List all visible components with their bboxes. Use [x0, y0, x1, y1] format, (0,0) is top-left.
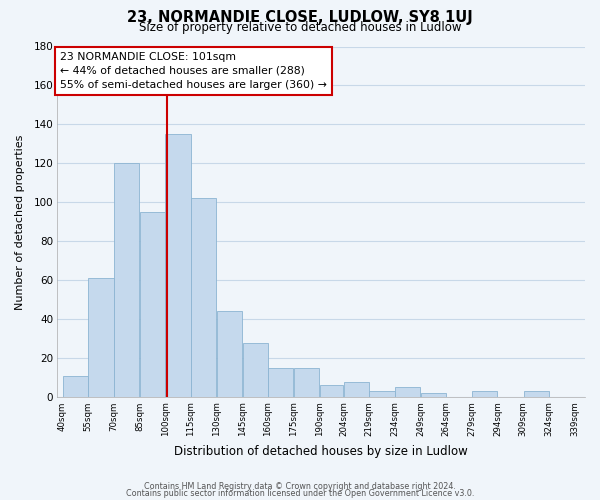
Bar [421, 393, 446, 397]
Bar [217, 312, 242, 397]
Bar [320, 386, 343, 397]
Bar [344, 382, 369, 397]
Text: 23 NORMANDIE CLOSE: 101sqm
← 44% of detached houses are smaller (288)
55% of sem: 23 NORMANDIE CLOSE: 101sqm ← 44% of deta… [60, 52, 327, 90]
Bar [88, 278, 113, 397]
Bar [62, 376, 88, 397]
Bar [472, 392, 497, 397]
Bar [242, 342, 268, 397]
Bar [268, 368, 293, 397]
Bar [395, 388, 420, 397]
Text: Size of property relative to detached houses in Ludlow: Size of property relative to detached ho… [139, 22, 461, 35]
X-axis label: Distribution of detached houses by size in Ludlow: Distribution of detached houses by size … [174, 444, 468, 458]
Bar [370, 392, 395, 397]
Text: Contains HM Land Registry data © Crown copyright and database right 2024.: Contains HM Land Registry data © Crown c… [144, 482, 456, 491]
Y-axis label: Number of detached properties: Number of detached properties [15, 134, 25, 310]
Text: 23, NORMANDIE CLOSE, LUDLOW, SY8 1UJ: 23, NORMANDIE CLOSE, LUDLOW, SY8 1UJ [127, 10, 473, 25]
Text: Contains public sector information licensed under the Open Government Licence v3: Contains public sector information licen… [126, 489, 474, 498]
Bar [524, 392, 549, 397]
Bar [191, 198, 217, 397]
Bar [294, 368, 319, 397]
Bar [114, 164, 139, 397]
Bar [166, 134, 191, 397]
Bar [140, 212, 165, 397]
